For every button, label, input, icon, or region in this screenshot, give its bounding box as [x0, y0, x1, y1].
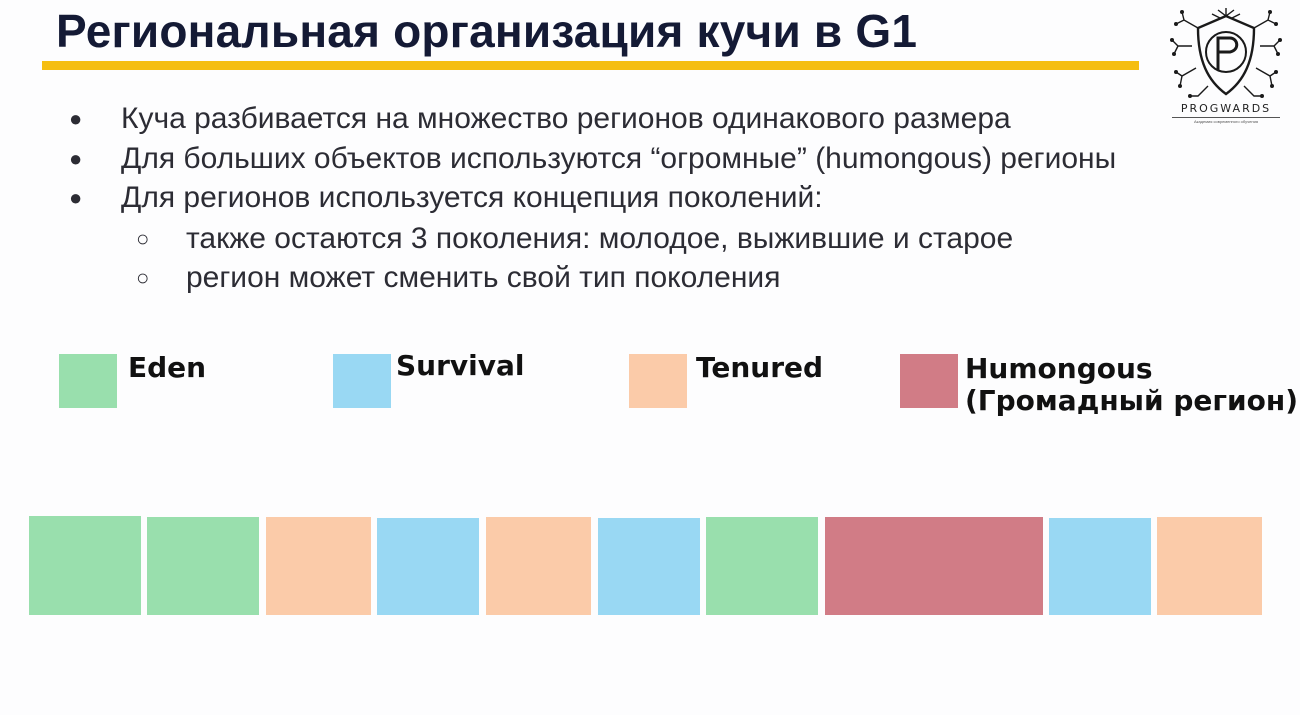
bullet-dot-icon: ●: [69, 106, 83, 131]
legend-label-eden: Eden: [128, 351, 207, 384]
region-survival: [598, 518, 700, 615]
legend-swatch-humongous: [900, 354, 958, 408]
legend-swatch-tenured: [629, 354, 687, 408]
bullet-dot-icon: ●: [69, 146, 83, 171]
region-humongous: [825, 517, 1043, 615]
logo-emblem-icon: [1170, 8, 1282, 98]
region-eden: [147, 517, 259, 615]
bullet-text: Куча разбивается на множество регионов о…: [121, 102, 1011, 135]
circle-bullet-icon: ○: [136, 265, 150, 290]
logo-rule: [1172, 117, 1280, 118]
region-eden: [706, 517, 818, 615]
region-tenured: [486, 517, 591, 615]
legend-swatch-eden: [59, 354, 117, 408]
region-tenured: [1157, 517, 1262, 615]
bullet-text: Для больших объектов используются “огром…: [121, 142, 1117, 175]
sub-bullet-text: регион может сменить свой тип поколения: [186, 261, 781, 294]
bullet-item: ● Для больших объектов используются “огр…: [69, 142, 1117, 176]
sub-bullet-text: также остаются 3 поколения: молодое, выж…: [186, 222, 1014, 255]
legend-label-survival: Survival: [396, 349, 525, 382]
logo-wordmark: PROGWARDS: [1180, 102, 1272, 115]
region-survival: [377, 518, 479, 615]
region-eden: [29, 516, 141, 615]
region-tenured: [266, 517, 371, 615]
slide-title: Региональная организация кучи в G1: [56, 5, 918, 57]
progwards-logo: PROGWARDS Академия современного обучения: [1168, 6, 1284, 130]
region-survival: [1049, 518, 1151, 615]
sub-bullet-item: ○ регион может сменить свой тип поколени…: [136, 261, 781, 295]
bullet-item: ● Куча разбивается на множество регионов…: [69, 102, 1011, 136]
legend-swatch-survival: [333, 354, 391, 408]
circle-bullet-icon: ○: [136, 226, 150, 251]
sub-bullet-item: ○ также остаются 3 поколения: молодое, в…: [136, 222, 1014, 256]
legend-label-tenured: Tenured: [696, 351, 824, 384]
bullet-dot-icon: ●: [69, 185, 83, 210]
bullet-item: ● Для регионов используется концепция по…: [69, 181, 823, 215]
title-underline: [42, 61, 1139, 70]
logo-subtext: Академия современного обучения: [1193, 119, 1259, 124]
legend-label-humongous: Humongous (Громадный регион): [965, 352, 1299, 417]
bullet-text: Для регионов используется концепция поко…: [121, 181, 823, 214]
